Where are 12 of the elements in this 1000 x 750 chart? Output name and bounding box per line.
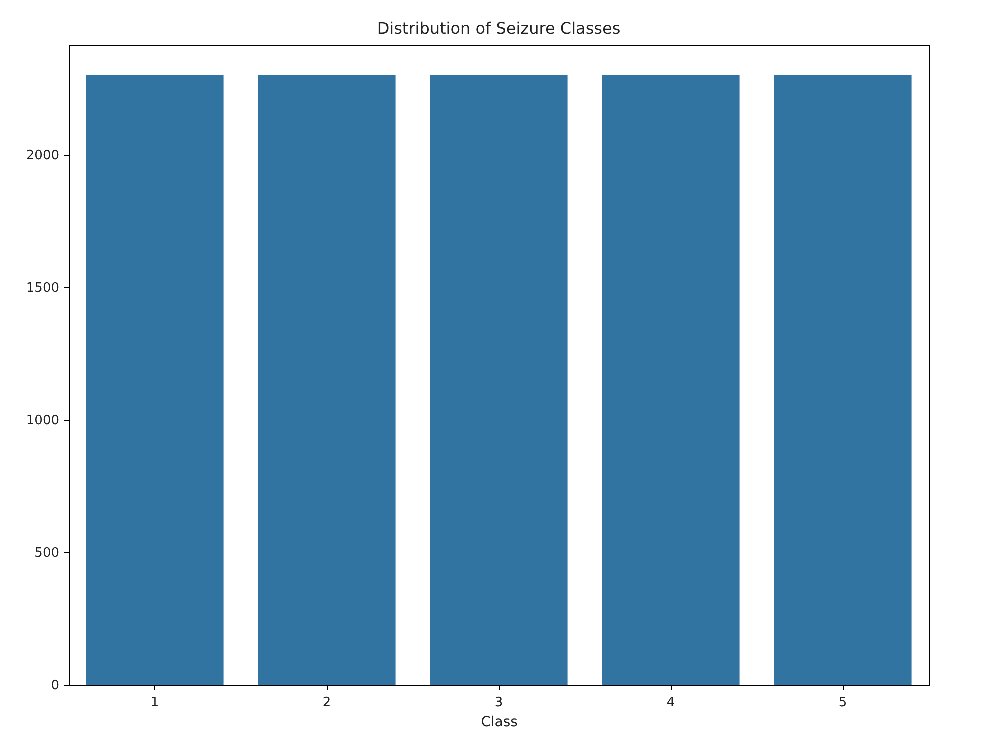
chart-title: Distribution of Seizure Classes [377, 19, 621, 38]
y-tick-label: 1500 [26, 280, 60, 296]
x-axis-title: Class [481, 714, 518, 730]
y-tick-label: 500 [34, 546, 60, 561]
y-tick-label: 0 [51, 678, 60, 694]
x-tick-label: 2 [322, 696, 332, 710]
x-tick-label: 5 [838, 696, 848, 710]
x-tick-label: 1 [150, 696, 160, 710]
y-tick-label: 2000 [26, 148, 60, 164]
x-tick-label: 4 [666, 696, 676, 710]
y-tick-label: 1000 [26, 413, 60, 428]
x-tick-label: 3 [494, 696, 504, 710]
